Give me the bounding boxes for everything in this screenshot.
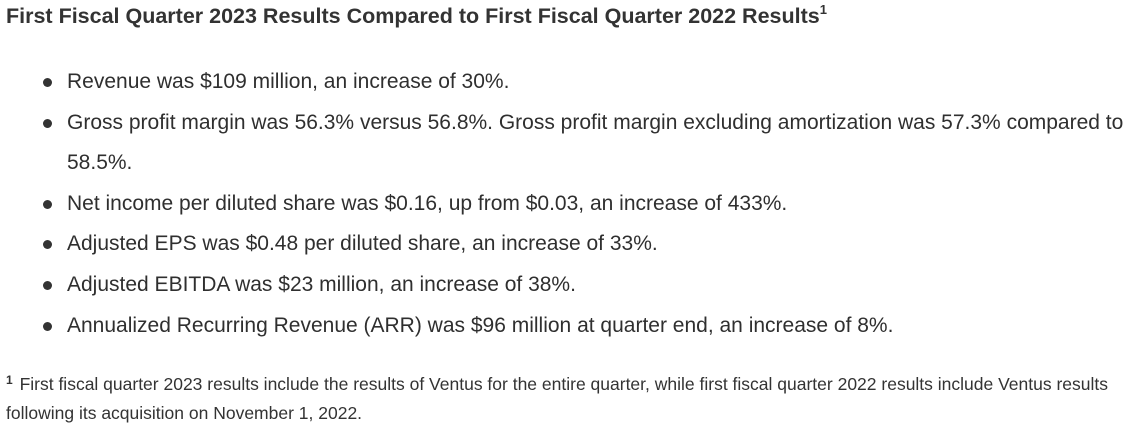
list-item: Adjusted EPS was $0.48 per diluted share…: [40, 224, 1130, 265]
list-item: Adjusted EBITDA was $23 million, an incr…: [40, 265, 1130, 306]
footnote-text: First fiscal quarter 2023 results includ…: [6, 374, 1109, 423]
list-item-text: Adjusted EBITDA was $23 million, an incr…: [67, 272, 576, 296]
list-item: Annualized Recurring Revenue (ARR) was $…: [40, 306, 1130, 347]
bullet-icon: [43, 240, 52, 250]
list-item-text: Annualized Recurring Revenue (ARR) was $…: [67, 313, 894, 337]
heading-text: First Fiscal Quarter 2023 Results Compar…: [6, 4, 820, 28]
bullet-icon: [43, 280, 52, 290]
bullet-icon: [43, 78, 52, 87]
list-item-text: Revenue was $109 million, an increase of…: [67, 70, 510, 93]
list-item-text: Net income per diluted share was $0.16, …: [67, 191, 788, 215]
list-item: Gross profit margin was 56.3% versus 56.…: [40, 103, 1130, 184]
list-item-text: Adjusted EPS was $0.48 per diluted share…: [67, 232, 658, 256]
section-heading: First Fiscal Quarter 2023 Results Compar…: [6, 2, 827, 29]
footnote-marker: 1: [6, 373, 13, 387]
bullet-icon: [43, 321, 52, 331]
list-item: Net income per diluted share was $0.16, …: [40, 184, 1130, 225]
list-item: Revenue was $109 million, an increase of…: [40, 62, 1130, 103]
footnote: 1 First fiscal quarter 2023 results incl…: [6, 370, 1146, 428]
list-item-text: Gross profit margin was 56.3% versus 56.…: [67, 110, 1124, 175]
heading-footnote-marker: 1: [819, 2, 827, 17]
results-list: Revenue was $109 million, an increase of…: [40, 62, 1130, 346]
bullet-icon: [43, 118, 52, 128]
bullet-icon: [43, 199, 52, 209]
